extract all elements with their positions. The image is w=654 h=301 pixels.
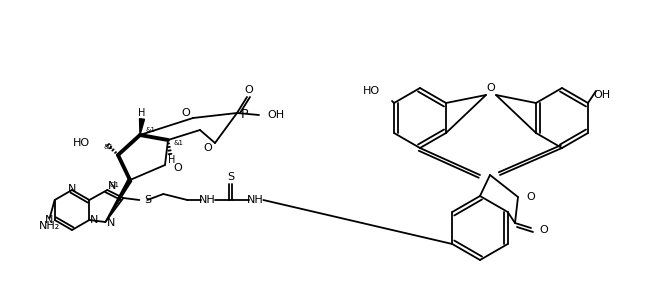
Text: N: N bbox=[107, 218, 116, 228]
Polygon shape bbox=[105, 179, 131, 222]
Text: O: O bbox=[203, 143, 212, 153]
Text: O: O bbox=[539, 225, 548, 235]
Text: &1: &1 bbox=[103, 144, 113, 150]
Text: NH: NH bbox=[247, 195, 264, 205]
Text: N: N bbox=[68, 184, 76, 194]
Text: &1: &1 bbox=[173, 140, 183, 146]
Text: P: P bbox=[241, 108, 249, 122]
Text: O: O bbox=[245, 85, 253, 95]
Text: O: O bbox=[181, 108, 190, 118]
Text: &1: &1 bbox=[145, 127, 155, 133]
Text: O: O bbox=[526, 192, 535, 202]
Text: N: N bbox=[90, 215, 99, 225]
Text: O: O bbox=[173, 163, 182, 173]
Text: &1: &1 bbox=[110, 182, 120, 188]
Text: NH: NH bbox=[199, 195, 216, 205]
Text: O: O bbox=[487, 83, 495, 93]
Text: OH: OH bbox=[593, 90, 610, 100]
Text: H: H bbox=[138, 108, 146, 118]
Text: NH₂: NH₂ bbox=[39, 221, 60, 231]
Text: H: H bbox=[168, 155, 176, 165]
Text: S: S bbox=[227, 172, 234, 182]
Text: N: N bbox=[109, 181, 116, 191]
Text: S: S bbox=[145, 195, 152, 205]
Text: N: N bbox=[45, 215, 54, 225]
Polygon shape bbox=[139, 119, 145, 135]
Text: HO: HO bbox=[363, 86, 380, 96]
Text: HO: HO bbox=[73, 138, 90, 148]
Text: OH: OH bbox=[267, 110, 284, 120]
